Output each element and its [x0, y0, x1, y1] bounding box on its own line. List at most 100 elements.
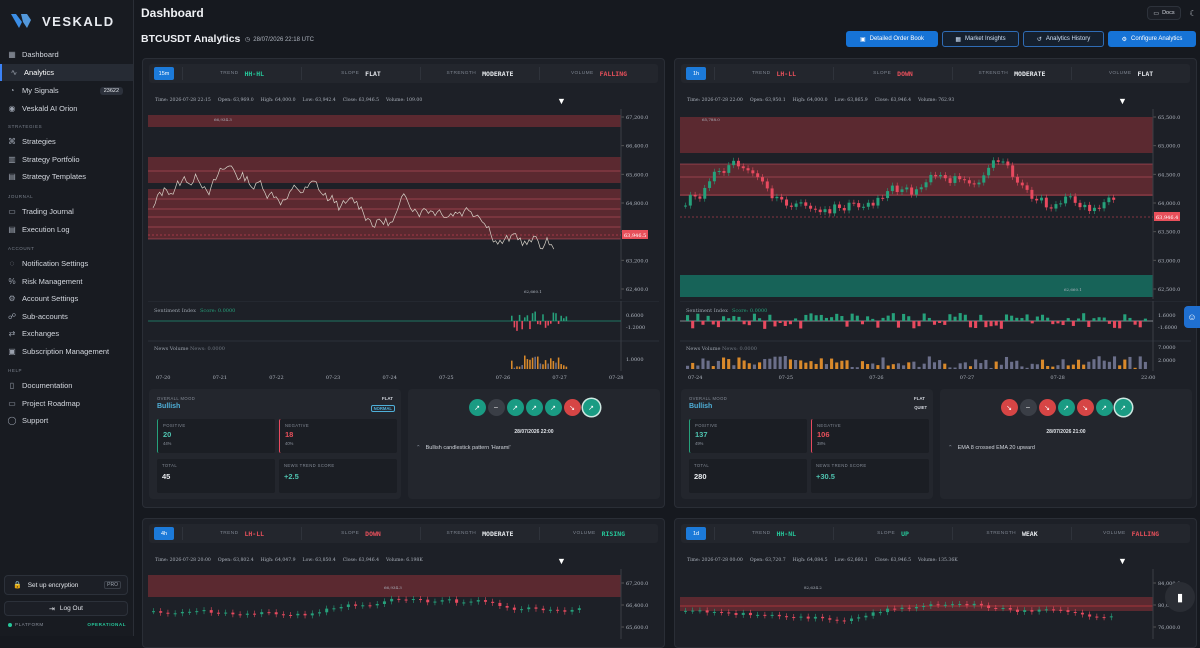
- y-tick-label: 67,200.0: [626, 115, 648, 121]
- trend-label: TREND: [751, 71, 771, 76]
- sidebar-item-exchanges[interactable]: ⇄ Exchanges: [0, 325, 133, 342]
- neutral-dash-icon[interactable]: –: [1019, 399, 1037, 416]
- candle: [852, 202, 856, 204]
- slope-metric: SLOPE UP: [833, 527, 952, 540]
- sidebar-item-execution-log[interactable]: ▤ Execution Log: [0, 221, 133, 238]
- sentiment-bar: [1087, 321, 1091, 327]
- sidebar-item-strategies[interactable]: ⌘ Strategies: [0, 133, 133, 150]
- news-volume-bar: [979, 363, 983, 369]
- trend-down-icon[interactable]: ↘: [1076, 399, 1094, 416]
- price-chart[interactable]: 84,000.080,000.076,000.082,634.2: [680, 569, 1191, 639]
- current-position-marker-icon: ▼: [1118, 556, 1127, 566]
- stat-label: POSITIVE: [163, 423, 186, 428]
- sentiment-bar: [1143, 318, 1147, 321]
- x-tick-label: 07-26: [496, 375, 510, 381]
- sidebar-item-veskald-ai-orion[interactable]: ◉ Veskald AI Orion: [0, 100, 133, 117]
- setup-encryption-button[interactable]: 🔒 Set up encryption PRO: [4, 575, 128, 595]
- candle: [777, 614, 781, 617]
- trend-down-icon[interactable]: ↘: [563, 399, 581, 416]
- y-tick-label: 65,600.0: [626, 625, 648, 631]
- trend-up-icon[interactable]: ↗: [1095, 399, 1113, 416]
- candle: [705, 610, 709, 613]
- candle: [893, 608, 897, 610]
- sidebar-item-subscription-management[interactable]: ▣ Subscription Management: [0, 343, 133, 360]
- candle: [760, 177, 764, 182]
- sidebar-item-notification-settings[interactable]: ◌ Notification Settings: [0, 255, 133, 272]
- price-chart[interactable]: 67,200.066,400.065,600.064,800.064,000.0…: [148, 109, 659, 299]
- trend-down-icon[interactable]: ↘: [1000, 399, 1018, 416]
- total-stat: TOTAL 45: [157, 459, 275, 493]
- volume-label: VOLUME: [572, 531, 596, 536]
- candle: [727, 165, 731, 173]
- configure-analytics-button[interactable]: ⚙ Configure Analytics: [1108, 31, 1196, 47]
- x-tick-label: 07-25: [779, 375, 793, 381]
- theme-toggle-button[interactable]: ☾: [1186, 6, 1200, 20]
- slope-metric: SLOPE DOWN: [301, 527, 420, 540]
- news-trend-score-stat: NEWS TREND SCORE +30.5: [811, 459, 929, 493]
- sidebar-item-risk-management[interactable]: % Risk Management: [0, 273, 133, 290]
- detailed-order-book-button[interactable]: ▣ Detailed Order Book: [846, 31, 938, 47]
- sentiment-bar: [1015, 317, 1019, 321]
- brand[interactable]: VESKALD: [10, 12, 115, 30]
- assistant-tab-button[interactable]: ☺: [1184, 306, 1200, 328]
- candle: [924, 182, 928, 188]
- chat-button[interactable]: ▮: [1165, 582, 1195, 612]
- neutral-dash-icon[interactable]: –: [487, 399, 505, 416]
- trend-up-icon[interactable]: ↗: [1114, 399, 1132, 416]
- candle: [886, 191, 890, 199]
- candle: [159, 611, 163, 613]
- news-volume-bar: [1143, 361, 1147, 369]
- trend-up-icon[interactable]: ↗: [506, 399, 524, 416]
- x-tick-label: 07-28: [609, 375, 623, 381]
- y-tick-label: 66,400.0: [626, 144, 648, 150]
- sidebar-item-strategy-templates[interactable]: ▤ Strategy Templates: [0, 168, 133, 185]
- candle: [253, 613, 257, 615]
- sidebar-item-account-settings[interactable]: ⚙ Account Settings: [0, 290, 133, 307]
- trend-value: LH-LL: [776, 69, 797, 78]
- trend-up-icon[interactable]: ↗: [1057, 399, 1075, 416]
- sidebar-item-strategy-portfolio[interactable]: ▥ Strategy Portfolio: [0, 151, 133, 168]
- sidebar-item-my-signals[interactable]: ◔ My Signals 23622: [0, 82, 133, 99]
- price-chart[interactable]: 65,500.0 65,000.0 64,500.0 64,000.0 63,500.0…: [680, 109, 1191, 299]
- candle: [943, 175, 947, 179]
- candle: [842, 208, 846, 211]
- news-volume-bar: [891, 364, 895, 369]
- candle: [948, 178, 952, 183]
- candle: [890, 185, 894, 192]
- trend-up-icon[interactable]: ↗: [468, 399, 486, 416]
- sidebar-item-label: Risk Management: [22, 276, 83, 286]
- sentiment-bar: [1102, 317, 1106, 321]
- sentiment-bar: [968, 321, 973, 328]
- news-volume-bar: [747, 363, 751, 369]
- panel-header: 1d TREND HH-NL SLOPE UP STRENGTH WEAK VOLUME FAL…: [681, 524, 1190, 543]
- ohlc-close: Close: 63,946.5: [874, 558, 912, 563]
- price-chart[interactable]: 67,200.0 66,400.0 65,600.0 66,934.3: [148, 569, 659, 639]
- trend-up-icon[interactable]: ↗: [582, 399, 600, 416]
- timeframe-badge[interactable]: 15m: [154, 67, 174, 80]
- news-volume-bar: [518, 366, 521, 369]
- ohlc-open: Open: 63,950.1: [749, 98, 786, 103]
- sidebar-item-project-roadmap[interactable]: ▭ Project Roadmap: [0, 395, 133, 412]
- trend-up-icon[interactable]: ↗: [544, 399, 562, 416]
- timeframe-badge[interactable]: 1h: [686, 67, 706, 80]
- sidebar-item-support[interactable]: ◯ Support: [0, 412, 133, 429]
- timeframe-badge[interactable]: 4h: [154, 527, 174, 540]
- sidebar-item-sub-accounts[interactable]: ☍ Sub-accounts: [0, 308, 133, 325]
- sidebar-item-analytics[interactable]: ∿ Analytics: [0, 64, 133, 81]
- x-tick-label: 07-28: [1050, 375, 1064, 381]
- analytics-history-button[interactable]: ↺ Analytics History: [1023, 31, 1104, 47]
- trend-up-icon[interactable]: ↗: [525, 399, 543, 416]
- market-insights-button[interactable]: ▦ Market Insights: [942, 31, 1019, 47]
- timeframe-badge[interactable]: 1d: [686, 527, 706, 540]
- candle: [821, 616, 825, 619]
- logout-button[interactable]: ⇥ Log Out: [4, 601, 128, 616]
- sidebar-item-documentation[interactable]: ▯ Documentation: [0, 377, 133, 394]
- signal-icon: ◔: [9, 86, 15, 95]
- trend-down-icon[interactable]: ↘: [1038, 399, 1056, 416]
- sidebar-item-trading-journal[interactable]: ▭ Trading Journal: [0, 203, 133, 220]
- news-volume-bar: [557, 357, 560, 369]
- candle: [703, 187, 707, 199]
- sidebar-item-dashboard[interactable]: ▦ Dashboard: [0, 46, 133, 63]
- docs-button[interactable]: ▭ Docs: [1147, 6, 1181, 20]
- sentiment-bar: [1025, 314, 1029, 321]
